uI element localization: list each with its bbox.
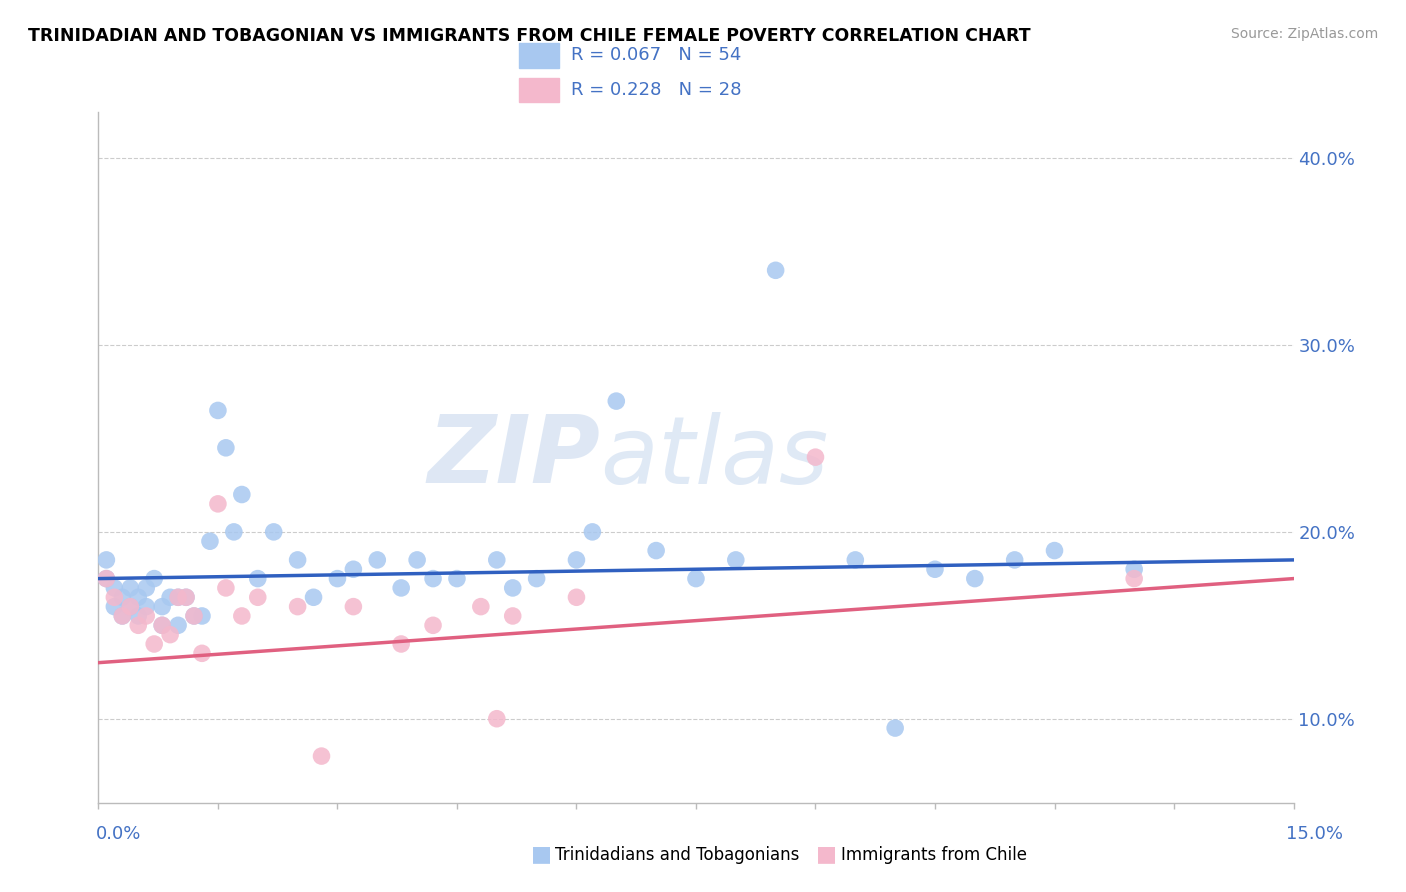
Point xyxy=(103,591,125,605)
Point xyxy=(159,627,181,641)
Point xyxy=(311,749,333,764)
Point xyxy=(1123,562,1146,576)
Point xyxy=(470,599,492,614)
Text: Trinidadians and Tobagonians: Trinidadians and Tobagonians xyxy=(555,846,800,863)
Point xyxy=(207,497,229,511)
Point xyxy=(422,572,444,586)
Point xyxy=(167,591,190,605)
Point xyxy=(135,609,157,624)
Point xyxy=(422,618,444,632)
Point xyxy=(174,591,197,605)
Point xyxy=(1004,553,1026,567)
Point xyxy=(96,572,118,586)
Point xyxy=(844,553,866,567)
Point xyxy=(804,450,827,464)
Point xyxy=(246,572,269,586)
Point xyxy=(231,487,253,501)
Point xyxy=(963,572,986,586)
Point xyxy=(103,581,125,595)
Point xyxy=(120,599,142,614)
Text: ■: ■ xyxy=(531,845,551,864)
Point xyxy=(287,599,309,614)
Point xyxy=(526,572,548,586)
Point xyxy=(159,591,181,605)
Point xyxy=(150,618,173,632)
Point xyxy=(389,581,412,595)
Point xyxy=(485,712,508,726)
Point xyxy=(143,572,166,586)
Point xyxy=(685,572,707,586)
Point xyxy=(103,599,125,614)
Point xyxy=(502,609,524,624)
Point xyxy=(127,591,149,605)
Text: Immigrants from Chile: Immigrants from Chile xyxy=(841,846,1026,863)
Point xyxy=(724,553,747,567)
Point xyxy=(135,599,157,614)
Text: atlas: atlas xyxy=(600,411,828,503)
Point xyxy=(150,599,173,614)
Point xyxy=(183,609,205,624)
Text: 0.0%: 0.0% xyxy=(96,825,141,843)
Point xyxy=(246,591,269,605)
Point xyxy=(111,609,134,624)
Point xyxy=(765,263,787,277)
Point xyxy=(207,403,229,417)
Point xyxy=(389,637,412,651)
Point xyxy=(287,553,309,567)
Text: R = 0.228   N = 28: R = 0.228 N = 28 xyxy=(571,81,741,99)
Point xyxy=(135,581,157,595)
Point xyxy=(645,543,668,558)
FancyBboxPatch shape xyxy=(519,78,558,103)
Point xyxy=(485,553,508,567)
Point xyxy=(191,609,214,624)
Point xyxy=(342,562,364,576)
Point xyxy=(502,581,524,595)
Point xyxy=(96,572,118,586)
Point xyxy=(406,553,429,567)
Point xyxy=(565,591,588,605)
Text: Source: ZipAtlas.com: Source: ZipAtlas.com xyxy=(1230,27,1378,41)
Point xyxy=(326,572,349,586)
Point xyxy=(198,534,221,549)
Text: ■: ■ xyxy=(817,845,837,864)
Point xyxy=(1043,543,1066,558)
Text: R = 0.067   N = 54: R = 0.067 N = 54 xyxy=(571,46,741,64)
Point xyxy=(143,637,166,651)
Point xyxy=(884,721,907,735)
Point xyxy=(366,553,388,567)
FancyBboxPatch shape xyxy=(519,44,558,68)
Point xyxy=(302,591,325,605)
Point xyxy=(96,553,118,567)
Point xyxy=(924,562,946,576)
Point xyxy=(127,609,149,624)
Point xyxy=(150,618,173,632)
Point xyxy=(565,553,588,567)
Point xyxy=(263,524,285,539)
Point xyxy=(111,591,134,605)
Point xyxy=(120,581,142,595)
Point xyxy=(231,609,253,624)
Point xyxy=(446,572,468,586)
Point xyxy=(120,599,142,614)
Point xyxy=(605,394,627,409)
Text: ZIP: ZIP xyxy=(427,411,600,503)
Text: 15.0%: 15.0% xyxy=(1285,825,1343,843)
Point xyxy=(127,618,149,632)
Point xyxy=(174,591,197,605)
Text: TRINIDADIAN AND TOBAGONIAN VS IMMIGRANTS FROM CHILE FEMALE POVERTY CORRELATION C: TRINIDADIAN AND TOBAGONIAN VS IMMIGRANTS… xyxy=(28,27,1031,45)
Point xyxy=(222,524,245,539)
Point xyxy=(111,609,134,624)
Point xyxy=(215,441,238,455)
Point xyxy=(342,599,364,614)
Point xyxy=(167,618,190,632)
Point xyxy=(1123,572,1146,586)
Point xyxy=(581,524,603,539)
Point xyxy=(183,609,205,624)
Point xyxy=(215,581,238,595)
Point xyxy=(191,646,214,660)
Point xyxy=(167,591,190,605)
